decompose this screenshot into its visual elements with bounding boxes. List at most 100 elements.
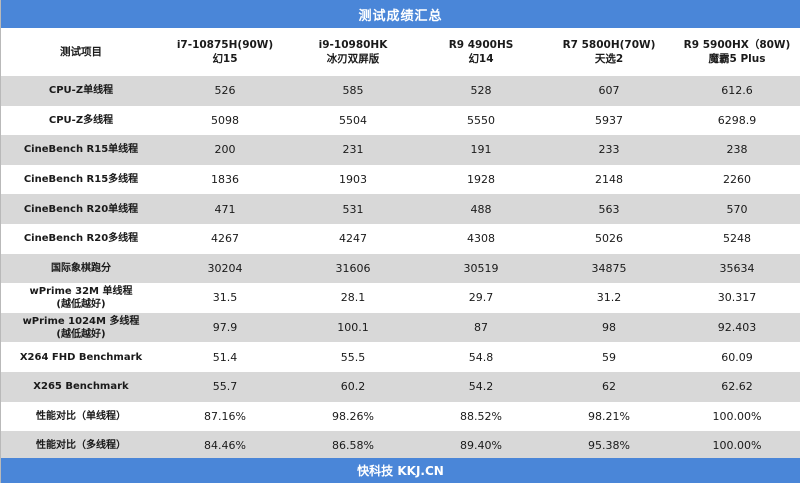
score-cell: 5248 xyxy=(673,223,800,254)
footer-credit: 快科技 KKJ.CN xyxy=(357,464,444,478)
score-cell: 31606 xyxy=(289,253,417,284)
row-label-text: 国际象棋跑分 xyxy=(51,262,111,274)
score-cell: 98.21% xyxy=(545,401,673,432)
results-table: 测试项目 i7-10875H(90W) 幻15 i9-10980HK 冰刃双屏版… xyxy=(1,28,800,461)
score-cell: 607 xyxy=(545,76,673,106)
score-cell: 51.4 xyxy=(161,342,289,372)
score-cell: 54.8 xyxy=(417,342,545,372)
row-label-text: CineBench R20单线程 xyxy=(23,203,139,215)
score-cell: 87 xyxy=(417,312,545,343)
row-label: CineBench R15多线程 xyxy=(1,164,161,195)
row-label: X265 Benchmark xyxy=(1,371,161,402)
header-device: 魔霸5 Plus xyxy=(708,53,766,65)
score-cell: 92.403 xyxy=(673,312,800,343)
header-device: 幻15 xyxy=(212,53,238,65)
header-model: R9 5900HX（80W) xyxy=(683,39,791,51)
score-cell: 200 xyxy=(161,135,289,165)
row-label-text: 性能对比（多线程） xyxy=(36,440,126,452)
row-label-text: X265 Benchmark xyxy=(33,381,129,393)
table-row: CineBench R20多线程 4267 4247 4308 5026 5248 xyxy=(1,223,800,254)
header-column: R9 5900HX（80W) 魔霸5 Plus xyxy=(673,28,800,76)
header-row: 测试项目 i7-10875H(90W) 幻15 i9-10980HK 冰刃双屏版… xyxy=(1,28,800,76)
header-column: R9 4900HS 幻14 xyxy=(417,28,545,76)
table-row: CineBench R15单线程 200 231 191 233 238 xyxy=(1,135,800,165)
table-row: CineBench R15多线程 1836 1903 1928 2148 2260 xyxy=(1,164,800,195)
row-label-text: CineBench R15多线程 xyxy=(23,174,139,186)
score-cell: 95.38% xyxy=(545,431,673,461)
score-cell: 488 xyxy=(417,194,545,224)
row-label-text: 性能对比（单线程） xyxy=(36,410,126,422)
row-label-text: X264 FHD Benchmark xyxy=(19,351,143,363)
table-row: 性能对比（多线程） 84.46% 86.58% 89.40% 95.38% 100.00% xyxy=(1,431,800,461)
score-cell: 4308 xyxy=(417,223,545,254)
score-cell: 98.26% xyxy=(289,401,417,432)
score-cell: 30204 xyxy=(161,253,289,284)
score-cell: 563 xyxy=(545,194,673,224)
score-cell: 62 xyxy=(545,371,673,402)
score-cell: 60.2 xyxy=(289,371,417,402)
row-label-text: CineBench R15单线程 xyxy=(23,144,139,156)
score-cell: 526 xyxy=(161,76,289,106)
score-cell: 28.1 xyxy=(289,283,417,313)
score-cell: 1928 xyxy=(417,164,545,195)
score-cell: 5026 xyxy=(545,223,673,254)
score-cell: 100.1 xyxy=(289,312,417,343)
score-cell: 528 xyxy=(417,76,545,106)
score-cell: 2148 xyxy=(545,164,673,195)
score-cell: 29.7 xyxy=(417,283,545,313)
score-cell: 89.40% xyxy=(417,431,545,461)
table-row: wPrime 1024M 多线程 (越低越好) 97.9 100.1 87 98 92.40… xyxy=(1,312,800,343)
score-cell: 191 xyxy=(417,135,545,165)
table-header: 测试项目 i7-10875H(90W) 幻15 i9-10980HK 冰刃双屏版… xyxy=(1,28,800,76)
score-cell: 585 xyxy=(289,76,417,106)
score-cell: 5098 xyxy=(161,105,289,136)
score-cell: 55.5 xyxy=(289,342,417,372)
row-label-text: CPU-Z单线程 xyxy=(48,85,114,97)
sheet-title: 测试成绩汇总 xyxy=(358,8,443,24)
score-cell: 62.62 xyxy=(673,371,800,402)
score-cell: 4247 xyxy=(289,223,417,254)
score-cell: 100.00% xyxy=(673,401,800,432)
table-row: X265 Benchmark 55.7 60.2 54.2 62 62.62 xyxy=(1,371,800,402)
table-row: wPrime 32M 单线程 (越低越好) 31.5 28.1 29.7 31.2 30.3… xyxy=(1,283,800,313)
score-cell: 4267 xyxy=(161,223,289,254)
score-cell: 31.5 xyxy=(161,283,289,313)
score-cell: 88.52% xyxy=(417,401,545,432)
row-label-note: (越低越好) xyxy=(56,298,106,310)
score-cell: 31.2 xyxy=(545,283,673,313)
score-cell: 84.46% xyxy=(161,431,289,461)
header-device: 幻14 xyxy=(468,53,494,65)
score-cell: 471 xyxy=(161,194,289,224)
header-model: i9-10980HK xyxy=(318,39,388,51)
table-row: CPU-Z多线程 5098 5504 5550 5937 6298.9 xyxy=(1,105,800,136)
score-cell: 87.16% xyxy=(161,401,289,432)
row-label: CPU-Z单线程 xyxy=(1,76,161,106)
score-cell: 5550 xyxy=(417,105,545,136)
row-label-note: (越低越好) xyxy=(56,328,106,340)
score-cell: 5504 xyxy=(289,105,417,136)
score-cell: 6298.9 xyxy=(673,105,800,136)
score-cell: 2260 xyxy=(673,164,800,195)
score-cell: 100.00% xyxy=(673,431,800,461)
score-cell: 60.09 xyxy=(673,342,800,372)
header-column: R7 5800H(70W) 天选2 xyxy=(545,28,673,76)
row-label-text: wPrime 32M 单线程 xyxy=(29,285,133,297)
row-label: 性能对比（多线程） xyxy=(1,431,161,461)
score-cell: 231 xyxy=(289,135,417,165)
row-label: wPrime 1024M 多线程 (越低越好) xyxy=(1,312,161,343)
score-cell: 34875 xyxy=(545,253,673,284)
header-model: R7 5800H(70W) xyxy=(562,39,656,51)
score-cell: 54.2 xyxy=(417,371,545,402)
row-label: CPU-Z多线程 xyxy=(1,105,161,136)
score-cell: 1903 xyxy=(289,164,417,195)
score-cell: 531 xyxy=(289,194,417,224)
header-device: 天选2 xyxy=(594,53,624,65)
score-cell: 98 xyxy=(545,312,673,343)
row-label: X264 FHD Benchmark xyxy=(1,342,161,372)
score-cell: 5937 xyxy=(545,105,673,136)
score-cell: 238 xyxy=(673,135,800,165)
table-row: CPU-Z单线程 526 585 528 607 612.6 xyxy=(1,76,800,106)
row-label-text: CPU-Z多线程 xyxy=(48,114,114,126)
table-row: 性能对比（单线程） 87.16% 98.26% 88.52% 98.21% 100.00% xyxy=(1,401,800,432)
